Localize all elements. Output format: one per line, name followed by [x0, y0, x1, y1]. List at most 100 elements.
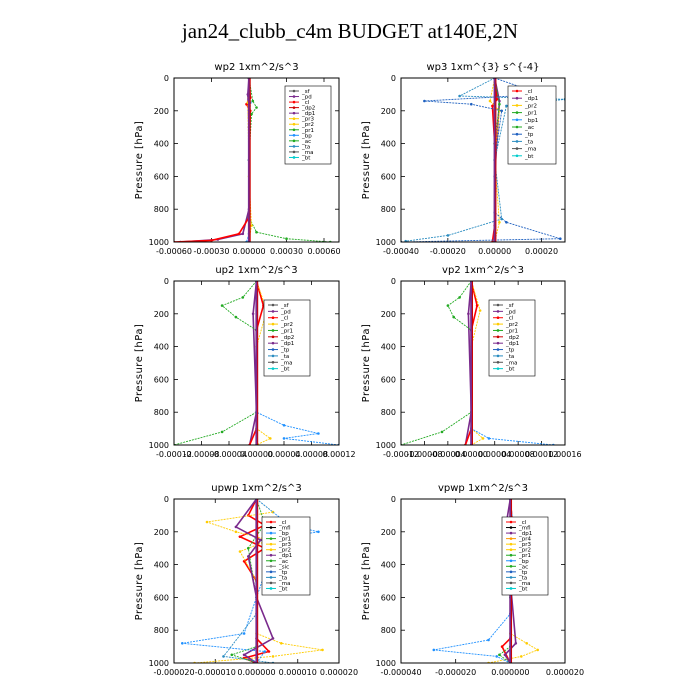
- y-tick-label: 600: [381, 172, 396, 181]
- x-tick-label: 0.00008: [502, 450, 535, 459]
- legend-marker: [271, 303, 275, 307]
- legend-entry: _ta: [505, 354, 514, 360]
- legend-entry: _ta: [301, 144, 310, 150]
- data-point: [467, 312, 470, 316]
- data-point: [271, 655, 275, 658]
- legend: _sf_pd_cl_pr2_pr1_dp2_dp1_tp_ta_ma_bt: [263, 299, 311, 377]
- data-point: [237, 232, 241, 236]
- data-point: [478, 309, 482, 312]
- x-tick-label: 0.00008: [295, 450, 328, 459]
- legend-marker: [269, 559, 273, 563]
- legend-entry: _tp: [524, 132, 534, 138]
- legend-box: [501, 516, 549, 596]
- y-tick-label: 1000: [376, 659, 396, 668]
- y-tick-label: 600: [381, 375, 396, 384]
- legend-marker: [496, 341, 500, 345]
- x-tick-label: -0.000010: [195, 668, 236, 677]
- y-axis-label: Pressure [hPa]: [361, 121, 372, 200]
- data-point: [498, 102, 501, 106]
- legend-marker: [496, 329, 500, 332]
- legend-marker: [509, 587, 513, 590]
- x-tick-label: 0.00012: [525, 450, 558, 459]
- x-tick-label: 0.00060: [307, 247, 340, 256]
- legend-entry: _sf: [301, 89, 311, 95]
- series-line-pd: [464, 281, 473, 445]
- legend-entry: _ac: [301, 139, 311, 145]
- data-point: [181, 642, 184, 645]
- data-point: [234, 315, 238, 319]
- data-point: [255, 106, 258, 109]
- series-line-pr1: [174, 281, 257, 445]
- y-tick-label: 1000: [149, 238, 169, 247]
- legend-marker: [269, 581, 273, 585]
- data-point: [321, 648, 324, 652]
- legend-box: [488, 299, 536, 377]
- x-tick-label: 0.000010: [279, 668, 317, 677]
- panel-title: wp3 1xm^{3} s^{-4}: [426, 62, 539, 73]
- legend-marker: [269, 531, 273, 535]
- legend-marker: [509, 559, 513, 563]
- legend-entry: _pd: [505, 309, 516, 315]
- legend-entry: _ta: [280, 354, 289, 360]
- y-tick-label: 800: [381, 205, 396, 214]
- y-tick-label: 400: [154, 561, 169, 570]
- legend-box: [284, 85, 332, 165]
- legend-entry: _ta: [518, 575, 527, 581]
- legend-marker: [271, 329, 275, 332]
- legend-entry: _ma: [518, 581, 530, 587]
- data-point: [230, 653, 234, 657]
- legend-entry: _pr3: [518, 542, 532, 548]
- legend-marker: [292, 145, 296, 148]
- y-tick-label: 0: [164, 495, 169, 504]
- x-tick-label: -0.000020: [153, 668, 194, 677]
- x-tick-label: 0.00000: [478, 247, 511, 256]
- x-tick-label: 0.000000: [237, 668, 275, 677]
- data-point: [452, 315, 456, 319]
- y-tick-label: 800: [154, 626, 169, 635]
- legend: _sf_pd_cl_pr2_pr1_dp2_dp1_tp_ta_ma_bt: [488, 299, 536, 377]
- series-line-pr1: [230, 499, 266, 663]
- data-point: [271, 637, 275, 640]
- data-point: [282, 424, 286, 427]
- legend-marker: [496, 322, 500, 326]
- y-tick-label: 1000: [376, 238, 396, 247]
- legend-marker: [269, 576, 273, 579]
- legend-marker: [496, 348, 500, 351]
- data-point: [205, 520, 209, 524]
- legend-marker: [292, 156, 296, 159]
- x-tick-label: 0.00004: [267, 450, 300, 459]
- series-line-dp1: [234, 499, 275, 663]
- legend-entry: _bt: [524, 154, 534, 160]
- legend-marker: [509, 542, 513, 546]
- data-point: [250, 112, 253, 116]
- panel-title: up2 1xm^2/s^3: [215, 265, 297, 276]
- legend-marker: [269, 542, 273, 546]
- x-tick-label: -0.000020: [435, 668, 476, 677]
- y-tick-label: 400: [381, 140, 396, 149]
- legend-marker: [271, 354, 275, 358]
- legend-marker: [292, 150, 296, 154]
- legend-entry: _mfl: [278, 526, 291, 532]
- data-point: [255, 230, 258, 234]
- legend-marker: [292, 122, 296, 126]
- y-tick-label: 200: [154, 107, 169, 116]
- y-tick-label: 0: [164, 74, 169, 83]
- legend-marker: [509, 565, 513, 568]
- legend-entry: _ma: [278, 581, 290, 587]
- legend-marker: [509, 537, 513, 540]
- data-point: [263, 650, 267, 653]
- y-tick-label: 200: [154, 528, 169, 537]
- legend-marker: [292, 117, 296, 120]
- data-point: [495, 98, 499, 101]
- y-tick-label: 600: [154, 593, 169, 602]
- data-point: [500, 645, 504, 648]
- legend-entry: _sf: [280, 303, 290, 309]
- x-tick-label: 0.000020: [546, 668, 584, 677]
- legend: _cl_mfl_dp1_pr4_pr3_pr2_pr1_bp_ac_tp_ta_…: [501, 516, 549, 596]
- panel-title: wp2 1xm^2/s^3: [214, 62, 298, 73]
- x-tick-label: -0.00030: [194, 247, 230, 256]
- x-tick-label: -0.00012: [156, 450, 192, 459]
- x-tick-label: -0.00020: [430, 247, 466, 256]
- y-axis-label: Pressure [hPa]: [134, 121, 145, 200]
- data-point: [498, 653, 501, 657]
